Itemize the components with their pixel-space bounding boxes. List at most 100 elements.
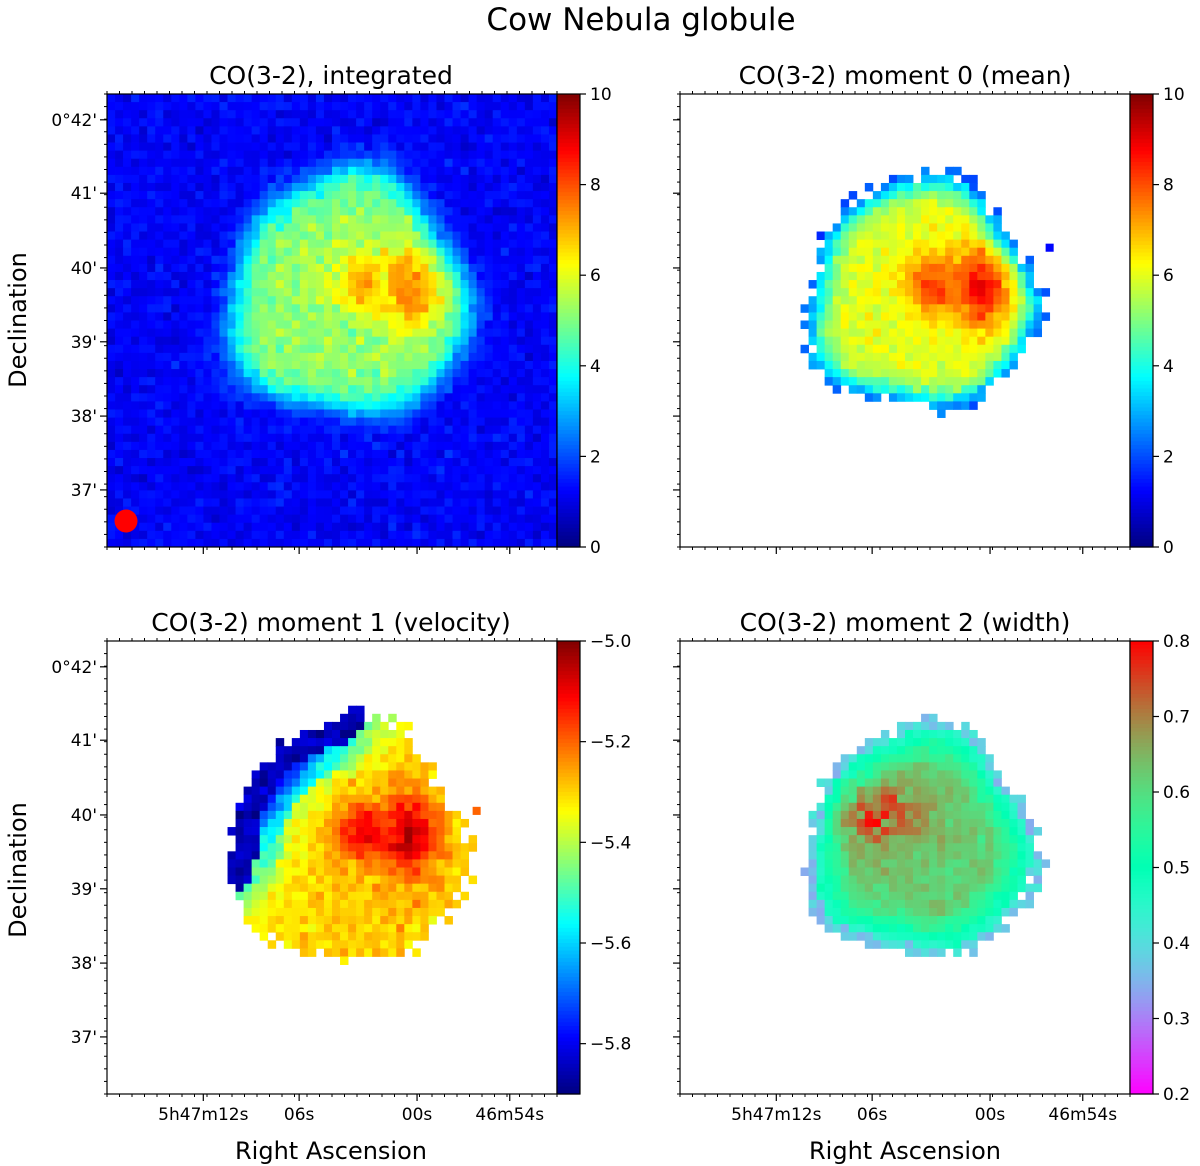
colorbar-segment xyxy=(1130,278,1153,284)
heatmap-cell xyxy=(872,223,882,232)
heatmap-cell xyxy=(388,126,397,135)
heatmap-cell xyxy=(428,458,437,467)
heatmap-cell xyxy=(864,304,874,313)
heatmap-cell xyxy=(380,280,389,289)
heatmap-cell xyxy=(524,288,534,297)
heatmap-cell xyxy=(969,182,978,192)
heatmap-cell xyxy=(259,94,269,103)
colorbar-segment xyxy=(557,146,580,152)
heatmap-cell xyxy=(484,239,494,249)
heatmap-cell xyxy=(548,150,558,160)
heatmap-cell xyxy=(323,875,333,885)
heatmap-cell xyxy=(993,352,1002,362)
heatmap-cell xyxy=(540,401,550,410)
heatmap-cell xyxy=(340,126,349,135)
heatmap-cell xyxy=(340,288,349,297)
heatmap-cell xyxy=(492,352,502,362)
heatmap-cell xyxy=(107,150,116,160)
heatmap-cell xyxy=(380,449,389,459)
heatmap-cell xyxy=(848,263,858,273)
heatmap-cell xyxy=(420,490,429,499)
heatmap-cell xyxy=(315,498,325,507)
heatmap-cell xyxy=(484,174,494,184)
heatmap-cell xyxy=(340,433,349,443)
heatmap-cell xyxy=(323,883,333,893)
heatmap-cell xyxy=(532,142,542,152)
heatmap-cell xyxy=(476,280,486,289)
heatmap-cell xyxy=(323,538,333,548)
heatmap-cell xyxy=(824,239,834,249)
heatmap-cell xyxy=(1033,288,1043,297)
heatmap-cell xyxy=(476,247,486,257)
heatmap-cell xyxy=(267,802,277,812)
heatmap-cell xyxy=(251,482,261,491)
heatmap-cell xyxy=(468,94,478,103)
heatmap-cell xyxy=(444,474,453,483)
heatmap-cell xyxy=(123,425,132,435)
heatmap-cell xyxy=(348,142,357,152)
heatmap-cell xyxy=(139,441,148,451)
heatmap-cell xyxy=(259,296,269,305)
heatmap-cell xyxy=(380,174,389,184)
heatmap-cell xyxy=(243,474,253,483)
heatmap-cell xyxy=(921,223,930,232)
heatmap-cell xyxy=(275,182,285,192)
heatmap-cell xyxy=(412,810,421,820)
heatmap-cell xyxy=(444,835,453,844)
heatmap-cell xyxy=(323,215,333,224)
heatmap-cell xyxy=(187,474,196,483)
heatmap-cell xyxy=(969,231,978,241)
heatmap-cell xyxy=(452,385,461,394)
heatmap-cell xyxy=(155,441,164,451)
heatmap-cell xyxy=(468,369,478,378)
heatmap-cell xyxy=(961,377,970,386)
heatmap-cell xyxy=(929,280,938,289)
heatmap-cell xyxy=(275,401,285,410)
heatmap-cell xyxy=(468,530,478,540)
heatmap-cell xyxy=(977,255,986,265)
heatmap-cell xyxy=(163,458,172,467)
heatmap-cell xyxy=(267,215,277,224)
heatmap-cell xyxy=(428,166,437,176)
colorbar-segment xyxy=(1130,188,1153,193)
heatmap-cell xyxy=(332,891,341,901)
colorbar-segment xyxy=(1130,494,1153,499)
heatmap-cell xyxy=(299,891,309,901)
heatmap-cell xyxy=(291,377,301,386)
heatmap-cell xyxy=(468,207,478,216)
heatmap-cell xyxy=(372,369,381,378)
colorbar-segment xyxy=(557,139,580,144)
colorbar-segment xyxy=(557,516,580,522)
heatmap-cell xyxy=(203,514,212,524)
heatmap-cell xyxy=(388,433,397,443)
heatmap-cell xyxy=(315,810,325,820)
heatmap-cell xyxy=(524,263,534,273)
heatmap-cell xyxy=(219,288,228,297)
heatmap-cell xyxy=(332,482,341,491)
heatmap-cell xyxy=(396,150,405,160)
heatmap-cell xyxy=(404,746,413,755)
heatmap-cell xyxy=(848,304,858,313)
colorbar-segment xyxy=(557,252,580,257)
heatmap-cell xyxy=(307,255,317,265)
colorbar-segment xyxy=(557,539,580,544)
heatmap-cell xyxy=(187,458,196,467)
heatmap-cell xyxy=(219,304,228,313)
heatmap-cell xyxy=(396,433,405,443)
heatmap-cell xyxy=(953,166,962,176)
heatmap-cell xyxy=(372,433,381,443)
heatmap-cell xyxy=(123,263,132,273)
heatmap-cell xyxy=(993,360,1002,370)
heatmap-cell xyxy=(1017,336,1026,346)
heatmap-cell xyxy=(396,360,405,370)
heatmap-cell xyxy=(476,296,486,305)
heatmap-cell xyxy=(307,182,317,192)
heatmap-cell xyxy=(123,482,132,491)
heatmap-cell xyxy=(251,377,261,386)
heatmap-cell xyxy=(444,320,453,329)
heatmap-cell xyxy=(107,191,116,200)
heatmap-cell xyxy=(147,102,156,111)
heatmap-cell xyxy=(452,352,461,362)
heatmap-cell xyxy=(492,498,502,507)
heatmap-cell xyxy=(1009,328,1018,338)
